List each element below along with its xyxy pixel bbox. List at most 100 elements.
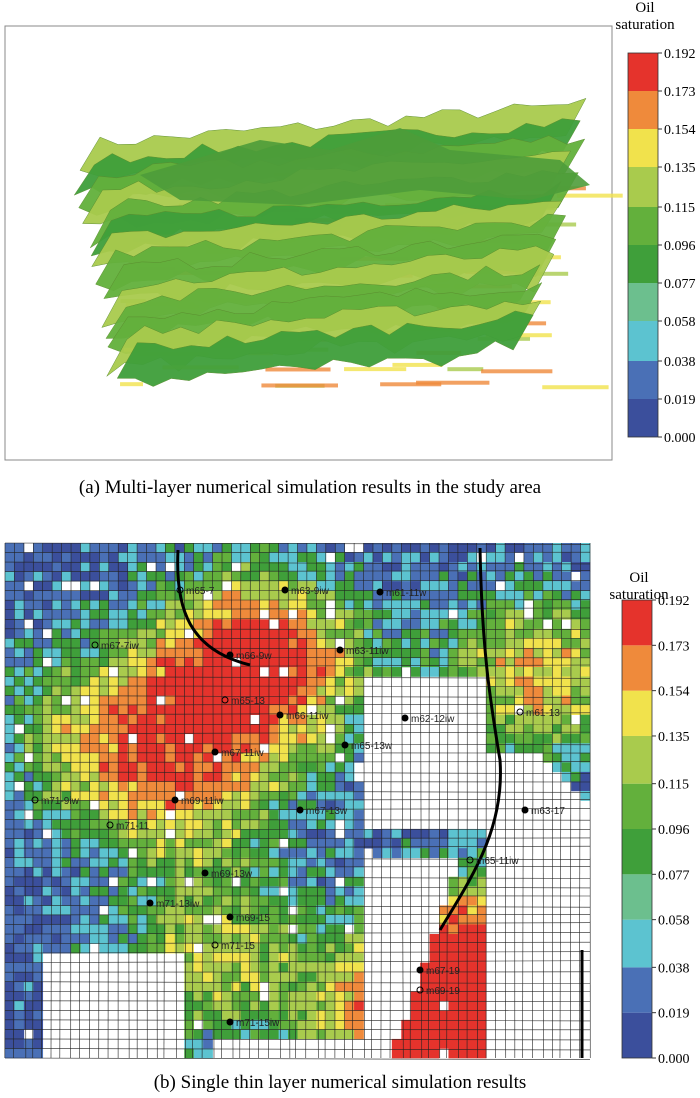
cell [505, 695, 515, 706]
cell [146, 552, 157, 563]
cell [89, 638, 100, 649]
cell [222, 905, 232, 916]
cell [410, 829, 421, 839]
cell [193, 829, 204, 839]
cell [288, 991, 298, 1002]
cell [580, 657, 591, 668]
cell [476, 895, 487, 906]
cell [14, 638, 25, 649]
cell [363, 647, 374, 658]
cell [193, 838, 204, 849]
cell [316, 600, 327, 611]
cell [42, 886, 53, 897]
cell [240, 895, 251, 906]
cell [429, 619, 440, 630]
cell [222, 1010, 232, 1021]
cell [212, 609, 223, 620]
cell [571, 562, 581, 572]
well-label: m71-11 [116, 821, 150, 832]
cell [259, 619, 270, 630]
cell [420, 1029, 430, 1040]
cell [448, 562, 459, 572]
cell [325, 714, 336, 725]
cell [542, 647, 553, 658]
cell [33, 886, 44, 897]
mesh-line [4, 951, 591, 954]
cell [561, 724, 572, 735]
cell [231, 1019, 242, 1030]
well-label: m71-15 [221, 941, 255, 952]
cell [354, 743, 364, 754]
cell [5, 857, 15, 868]
cell [222, 981, 232, 992]
cell [212, 714, 223, 725]
cell [571, 743, 581, 754]
cell [580, 600, 591, 611]
cell [165, 638, 176, 649]
cell [165, 647, 176, 658]
cell [505, 638, 515, 649]
cell [33, 981, 44, 992]
cell [382, 638, 393, 649]
cell [278, 581, 289, 591]
cell [61, 571, 72, 582]
cell [325, 771, 336, 782]
color-band [622, 645, 652, 691]
cell [288, 543, 298, 553]
cell [382, 829, 393, 839]
cell [269, 781, 279, 792]
colorbar-title: Oil saturation [609, 570, 669, 603]
cell [448, 600, 459, 611]
cell [439, 934, 449, 944]
cell [382, 609, 393, 620]
cell [457, 838, 468, 849]
cell [533, 543, 544, 553]
cell [335, 600, 345, 611]
cell [297, 647, 308, 658]
cell [80, 867, 91, 878]
cell [99, 581, 110, 591]
cell [325, 981, 336, 992]
cell [354, 810, 364, 820]
cell [259, 962, 270, 973]
cell [533, 733, 544, 744]
cell [288, 705, 298, 715]
cell [137, 819, 147, 830]
cell [99, 781, 110, 792]
cell [118, 714, 128, 725]
cell [155, 638, 166, 649]
cell [542, 686, 553, 696]
cell [127, 810, 138, 820]
cell [174, 867, 185, 878]
cell [259, 790, 270, 801]
cell [429, 972, 440, 983]
cell [231, 600, 242, 611]
cell [146, 790, 157, 801]
cell [5, 628, 15, 639]
cell [288, 810, 298, 820]
cell [193, 1000, 204, 1011]
fault [176, 549, 251, 667]
cell [505, 676, 515, 687]
cell [250, 790, 261, 801]
cell [523, 695, 534, 706]
cell [448, 628, 459, 639]
cell [448, 972, 459, 983]
cell [269, 972, 279, 983]
cell [184, 638, 195, 649]
cell [52, 819, 62, 830]
cell [14, 1000, 25, 1011]
well [466, 856, 474, 864]
cell [71, 752, 81, 763]
cell [250, 695, 261, 706]
cell [184, 991, 195, 1002]
cell [165, 666, 176, 677]
cell [80, 609, 91, 620]
cell [486, 657, 496, 668]
cell [61, 934, 72, 944]
cell [306, 914, 317, 925]
cell [184, 600, 195, 611]
cell [439, 829, 449, 839]
cell [42, 581, 53, 591]
cell [288, 857, 298, 868]
